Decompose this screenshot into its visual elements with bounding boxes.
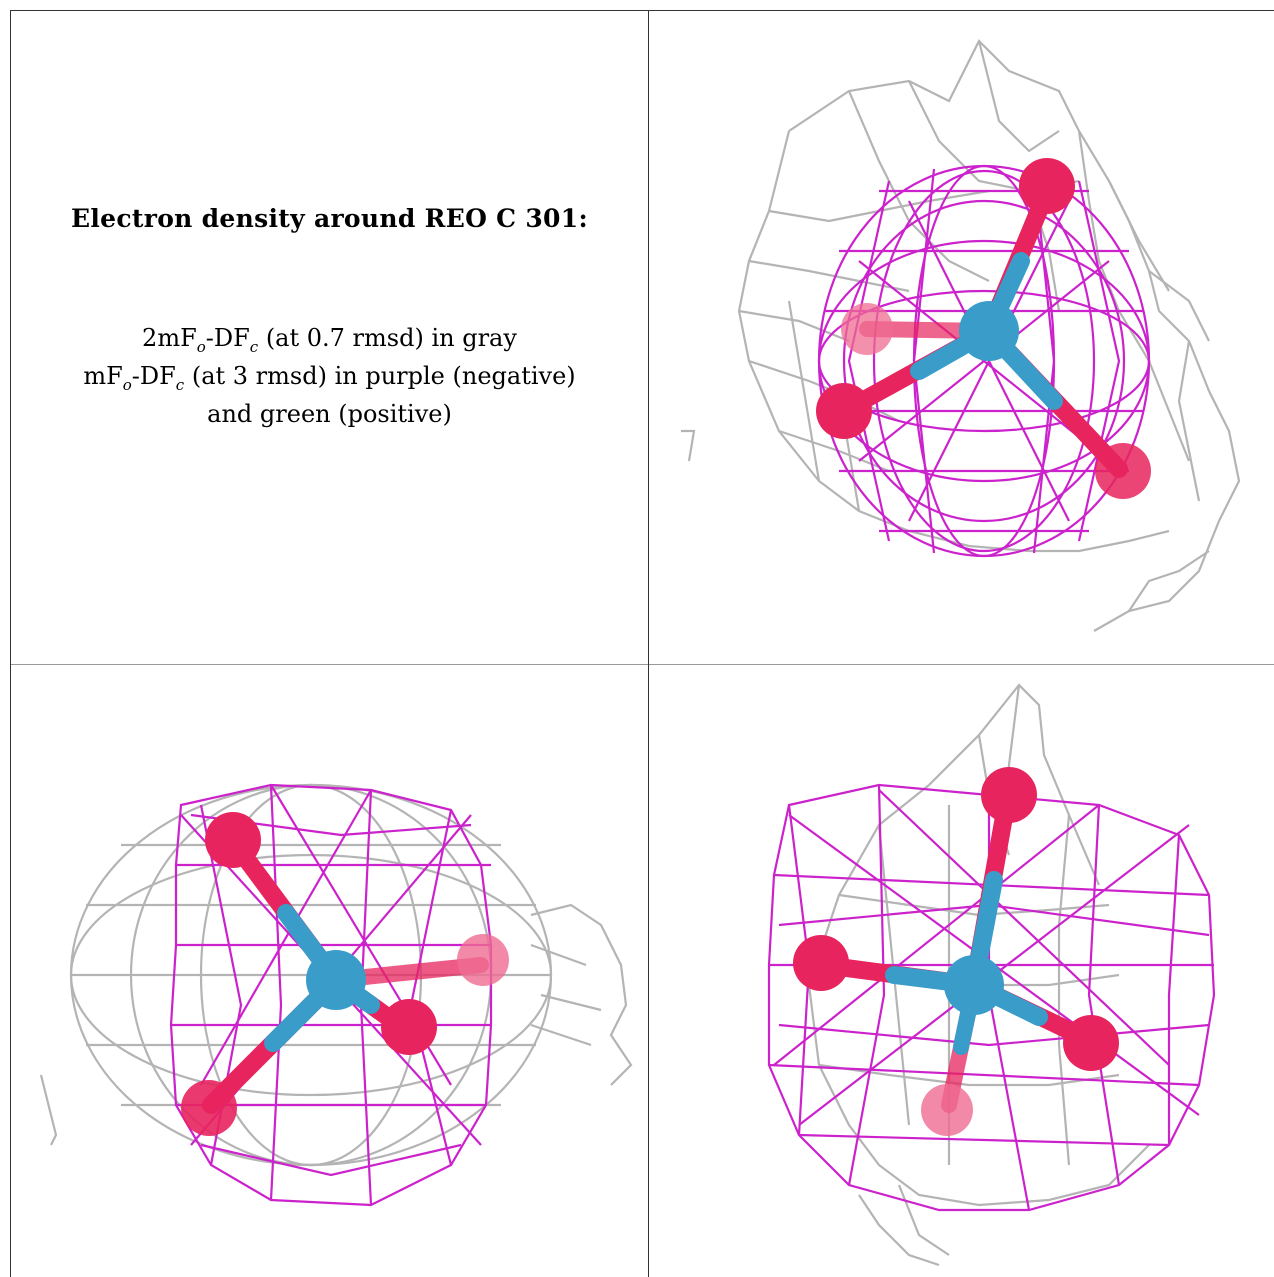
caption-line-2: mFo-DFc (at 3 rmsd) in purple (negative) — [83, 362, 576, 394]
caption-title: Electron density around REO C 301: — [71, 204, 588, 233]
purple-mesh — [817, 164, 1151, 558]
density-mesh-view-1 — [681, 39, 1241, 632]
reo-molecule — [181, 812, 509, 1136]
density-view-1 — [649, 11, 1274, 664]
reo-molecule — [793, 767, 1119, 1136]
caption-line-3: and green (positive) — [207, 400, 452, 428]
caption-panel: Electron density around REO C 301: 2mFo-… — [11, 11, 648, 664]
frame-middle-h-right — [649, 664, 1274, 665]
caption-line-1: 2mFo-DFc (at 0.7 rmsd) in gray — [142, 324, 517, 356]
density-view-3 — [649, 665, 1274, 1277]
frame-middle — [648, 10, 649, 1277]
caption-legend: 2mFo-DFc (at 0.7 rmsd) in gray mFo-DFc (… — [11, 319, 648, 433]
frame-top — [11, 10, 1274, 11]
density-view-2 — [11, 665, 648, 1277]
reo-molecule — [816, 158, 1151, 499]
frame-left — [10, 10, 11, 1277]
frame-middle-h-left — [11, 664, 648, 665]
density-mesh-view-2 — [39, 783, 633, 1207]
density-mesh-view-3 — [767, 683, 1216, 1267]
